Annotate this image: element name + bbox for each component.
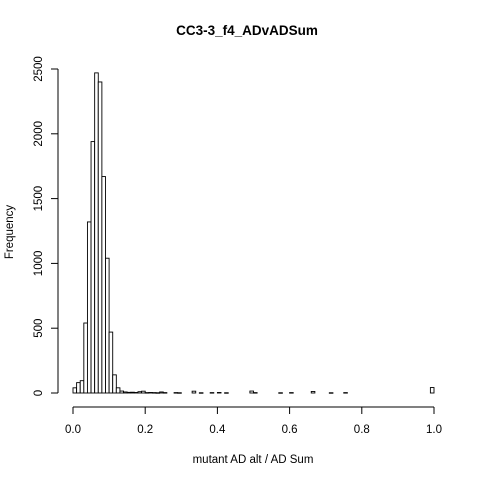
histogram-bar bbox=[137, 391, 143, 394]
y-tick-label: 500 bbox=[33, 319, 45, 338]
y-axis: 0 500 1000 1500 2000 2500 bbox=[33, 56, 59, 396]
histogram-bar bbox=[130, 391, 135, 394]
histogram-bar bbox=[123, 391, 128, 394]
histogram-bar bbox=[94, 72, 99, 394]
histogram-bar bbox=[216, 392, 222, 394]
y-tick-label: 2000 bbox=[33, 121, 45, 147]
x-axis-label: mutant AD alt / AD Sum bbox=[193, 454, 314, 466]
y-tick-label: 1500 bbox=[33, 186, 45, 212]
x-tick-label: 0.2 bbox=[137, 424, 153, 436]
histogram-bar bbox=[177, 392, 182, 394]
histogram-bar bbox=[97, 81, 103, 394]
histogram-bar bbox=[141, 390, 146, 394]
x-tick-label: 0.8 bbox=[354, 424, 370, 436]
histogram-bar bbox=[101, 176, 106, 394]
histogram-bar bbox=[253, 392, 258, 394]
histogram-bar bbox=[209, 392, 215, 394]
histogram-bar bbox=[289, 392, 294, 394]
histogram-bar bbox=[105, 257, 110, 394]
histogram-bar bbox=[79, 380, 85, 394]
histogram-bar bbox=[310, 390, 316, 394]
histogram-bar bbox=[90, 141, 96, 394]
histogram-bar bbox=[148, 392, 153, 394]
x-tick-label: 0.0 bbox=[65, 424, 81, 436]
histogram-bar bbox=[144, 392, 150, 394]
y-tick-label: 2500 bbox=[33, 56, 45, 82]
y-axis-label: Frequency bbox=[4, 205, 16, 260]
histogram-bar bbox=[112, 374, 117, 394]
x-axis: 0.0 0.2 0.4 0.6 0.8 1.0 bbox=[65, 406, 442, 436]
y-tick-label: 0 bbox=[33, 390, 45, 396]
histogram-bar bbox=[76, 382, 81, 394]
histogram-bar bbox=[162, 392, 168, 394]
histogram-bars bbox=[72, 72, 435, 394]
y-tick-label: 1000 bbox=[33, 251, 45, 277]
histogram-bar bbox=[155, 392, 161, 394]
histogram-bar bbox=[151, 392, 157, 394]
histogram-bar bbox=[86, 221, 92, 394]
histogram-bar bbox=[198, 392, 204, 394]
x-tick-label: 1.0 bbox=[426, 424, 442, 436]
histogram-bar bbox=[191, 390, 197, 394]
histogram-bar bbox=[119, 390, 124, 394]
x-tick-label: 0.4 bbox=[209, 424, 226, 436]
histogram-bar bbox=[249, 390, 254, 394]
histogram-bar bbox=[159, 391, 164, 394]
histogram-bar bbox=[133, 392, 139, 394]
histogram-bar bbox=[115, 387, 121, 394]
histogram-bar bbox=[126, 391, 132, 394]
histogram-bar bbox=[278, 392, 283, 394]
histogram-bar bbox=[224, 392, 229, 394]
histogram-bar bbox=[328, 392, 334, 394]
histogram-bar bbox=[108, 331, 114, 394]
chart-title: CC3-3_f4_ADvADSum bbox=[176, 23, 318, 38]
histogram-bar bbox=[83, 322, 88, 394]
x-tick-label: 0.6 bbox=[282, 424, 298, 436]
histogram-bar bbox=[72, 387, 78, 394]
histogram-bar bbox=[429, 387, 435, 394]
histogram-bar bbox=[173, 392, 179, 394]
histogram-bar bbox=[343, 392, 348, 394]
